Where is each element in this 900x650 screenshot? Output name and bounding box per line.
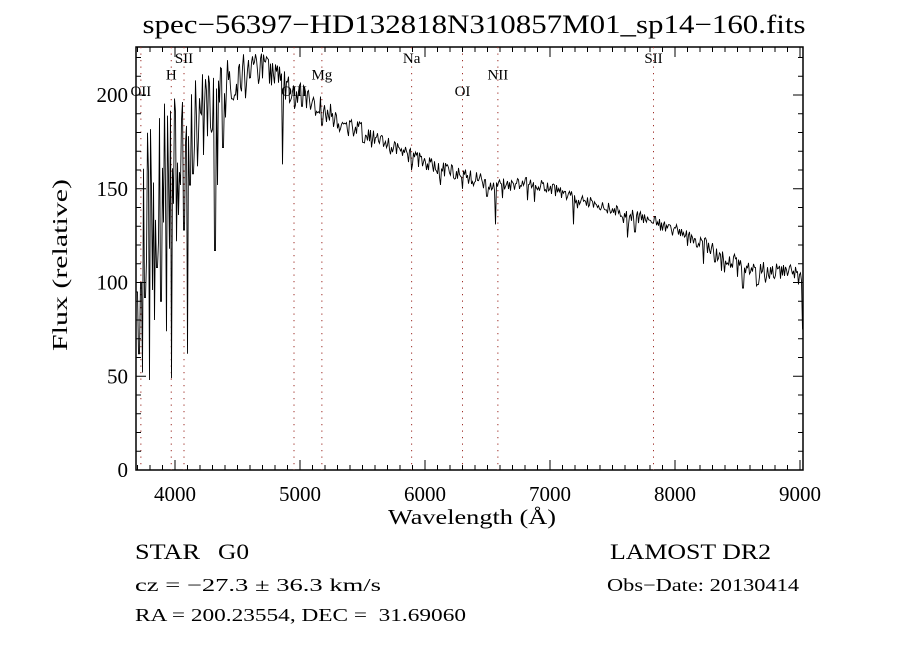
axis-ticks (136, 47, 803, 471)
x-tick-label: 9000 (779, 482, 821, 506)
spectral-line-label: OII (130, 84, 151, 100)
spectral-line-label: NII (487, 68, 508, 84)
x-tick-label: 5000 (279, 482, 321, 506)
x-axis-label: Wavelength (Å) (388, 505, 556, 529)
spectral-line-label: OI (455, 84, 471, 100)
x-tick-label: 4000 (154, 482, 196, 506)
figure-title: spec−56397−HD132818N310857M01_sp14−160.f… (143, 10, 806, 39)
x-tick-label: 8000 (654, 482, 696, 506)
y-tick-label: 100 (97, 271, 129, 295)
spectrum-trace (136, 53, 803, 381)
x-tick-label: 7000 (529, 482, 571, 506)
spectral-line-label: Na (403, 51, 421, 67)
cz-text: cz = −27.3 ± 36.3 km/s (135, 575, 381, 595)
y-tick-labels: 0 50 100 150 200 (97, 83, 129, 482)
spectral-line-label: OIII (281, 84, 307, 100)
y-tick-label: 200 (97, 83, 129, 107)
y-tick-label: 50 (107, 364, 128, 388)
x-tick-label: 6000 (404, 482, 446, 506)
x-tick-labels: 4000 5000 6000 7000 8000 9000 (154, 482, 821, 506)
plot-frame (135, 46, 804, 471)
spectral-line-label: H (166, 68, 177, 84)
y-tick-label: 150 (97, 177, 129, 201)
y-tick-label: 0 (118, 458, 129, 482)
survey-label: LAMOST DR2 (610, 539, 771, 564)
class-label: STAR (135, 539, 200, 564)
obsdate-text: Obs−Date: 20130414 (607, 575, 799, 595)
spectral-line-label: SII (175, 51, 193, 67)
spectral-line-label: Mg (311, 68, 332, 84)
subclass-label: G0 (218, 539, 249, 564)
spectral-line-label: SII (644, 51, 662, 67)
y-axis-label: Flux (relative) (48, 179, 72, 351)
radec-text: RA = 200.23554, DEC = 31.69060 (135, 605, 466, 625)
footer-annotations: STAR G0 LAMOST DR2 cz = −27.3 ± 36.3 km/… (135, 539, 799, 625)
